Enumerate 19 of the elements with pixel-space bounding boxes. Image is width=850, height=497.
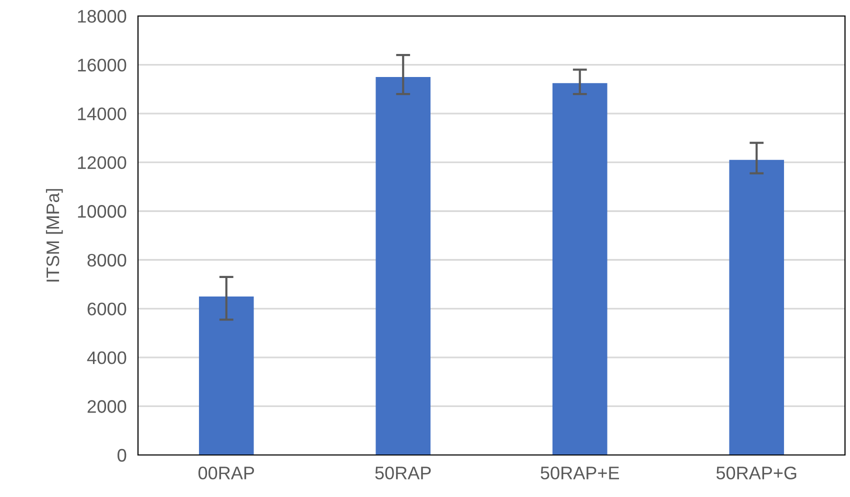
y-tick-label: 18000 xyxy=(78,10,126,23)
y-tick-label: 6000 xyxy=(88,302,126,316)
bar xyxy=(729,160,784,455)
x-tick-label: 50RAP+E xyxy=(540,466,619,480)
x-tick-label: 50RAP+G xyxy=(716,466,796,480)
y-tick-label: 0 xyxy=(118,448,126,462)
bar xyxy=(376,76,431,455)
y-tick-label: 10000 xyxy=(78,205,126,218)
x-tick-label: 50RAP xyxy=(375,466,431,480)
y-axis-title: ITSM [MPa] xyxy=(46,189,63,282)
bar xyxy=(198,296,254,455)
x-tick-label: 00RAP xyxy=(198,466,254,480)
y-tick-label: 16000 xyxy=(78,58,126,72)
y-tick-label: 8000 xyxy=(88,254,126,267)
y-tick-label: 14000 xyxy=(78,107,126,120)
y-tick-label: 12000 xyxy=(78,156,126,170)
bar xyxy=(552,83,608,455)
y-tick-label: 2000 xyxy=(88,400,126,413)
y-tick-label: 4000 xyxy=(87,351,126,364)
